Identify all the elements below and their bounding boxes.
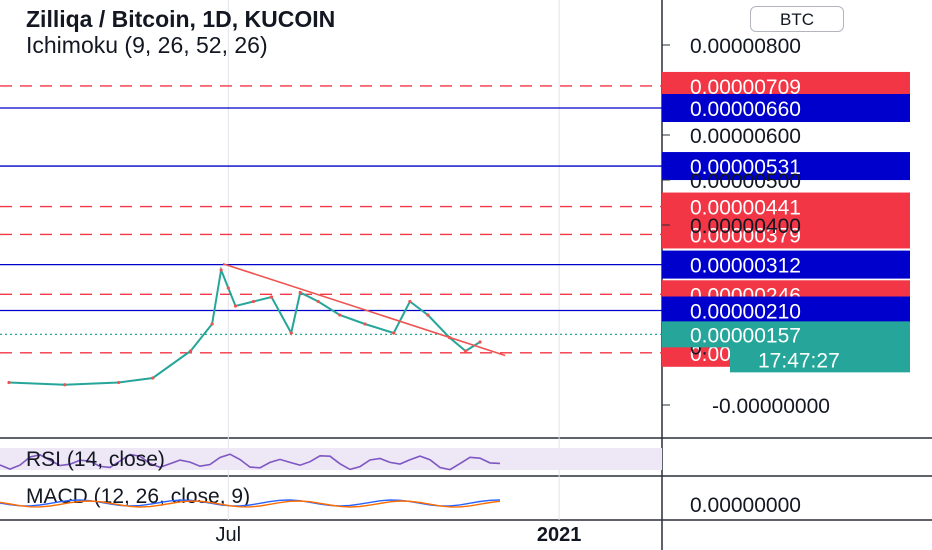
price-point — [226, 286, 230, 290]
price-point — [338, 313, 342, 317]
price-point — [63, 383, 67, 387]
level-label-text: 0.00000531 — [690, 156, 801, 179]
y-tick-label: 0.00000800 — [690, 35, 801, 58]
price-point — [289, 331, 293, 335]
price-point — [298, 290, 302, 295]
price-line — [8, 266, 481, 386]
level-label-bg — [662, 152, 910, 181]
level-label-text: 0.00000210 — [690, 301, 801, 324]
macd-y-tick-label: 0.00000000 — [690, 494, 801, 517]
countdown-bg — [730, 346, 910, 373]
price-point — [151, 376, 155, 380]
x-tick-label: 2021 — [537, 524, 582, 546]
price-point — [408, 299, 412, 304]
level-label-bg — [662, 94, 910, 122]
time-axis[interactable]: Jul 2021 — [216, 524, 582, 546]
rsi-line — [0, 453, 501, 471]
price-point — [316, 299, 320, 304]
macd-title: MACD (12, 26, close, 9) — [26, 485, 250, 508]
level-label-text: 0.00000441 — [690, 197, 801, 220]
price-series-layer — [7, 262, 506, 387]
y-tick-label: -0.00000000 — [712, 395, 830, 418]
signal-line — [0, 500, 501, 508]
price-point — [478, 340, 482, 344]
level-label-bg — [662, 250, 910, 279]
level-label-bg — [662, 192, 910, 221]
price-point — [188, 349, 193, 353]
rsi-pane: RSI (14, close) — [0, 448, 662, 471]
price-point — [464, 349, 468, 353]
rsi-title: RSI (14, close) — [26, 448, 165, 471]
chart-title-block: Zilliqa / Bitcoin, 1D, KUCOIN Ichimoku (… — [26, 6, 335, 58]
price-point — [363, 322, 367, 326]
countdown-label: 17:47:27 — [758, 349, 840, 372]
price-point — [392, 331, 396, 335]
level-label-text: 0.00000709 — [690, 76, 801, 99]
level-label-bg — [662, 296, 910, 325]
current-price-label: 0.00000157 — [690, 324, 801, 347]
y-tick-label: 0.00000500 — [690, 170, 801, 193]
level-lines-layer — [0, 85, 662, 354]
currency-button[interactable]: BTC — [750, 6, 844, 32]
rsi-band — [0, 448, 662, 470]
y-tick-label: 0.00000600 — [690, 125, 801, 148]
price-point — [269, 295, 274, 299]
level-label-bg — [662, 220, 910, 249]
x-tick-label: Jul — [216, 524, 242, 546]
level-label-text: 0.00000660 — [690, 98, 801, 121]
level-label-text: 0.00000312 — [690, 255, 801, 278]
price-point — [219, 268, 223, 272]
indicator-label[interactable]: Ichimoku (9, 26, 52, 26) — [26, 32, 268, 58]
current-price-label-bg — [662, 321, 910, 348]
level-label-text: 0.00000379 — [690, 224, 801, 247]
macd-pane: MACD (12, 26, close, 9) 0.00000000 — [0, 485, 801, 517]
price-point — [7, 380, 11, 385]
chart-title: Zilliqa / Bitcoin, 1D, KUCOIN — [26, 6, 336, 32]
price-point — [210, 322, 214, 326]
price-point — [251, 299, 256, 304]
price-point — [233, 304, 238, 308]
price-point — [426, 313, 430, 317]
trend-line — [222, 262, 506, 357]
price-point — [117, 380, 121, 385]
y-tick-label: 0.00000400 — [690, 215, 801, 238]
